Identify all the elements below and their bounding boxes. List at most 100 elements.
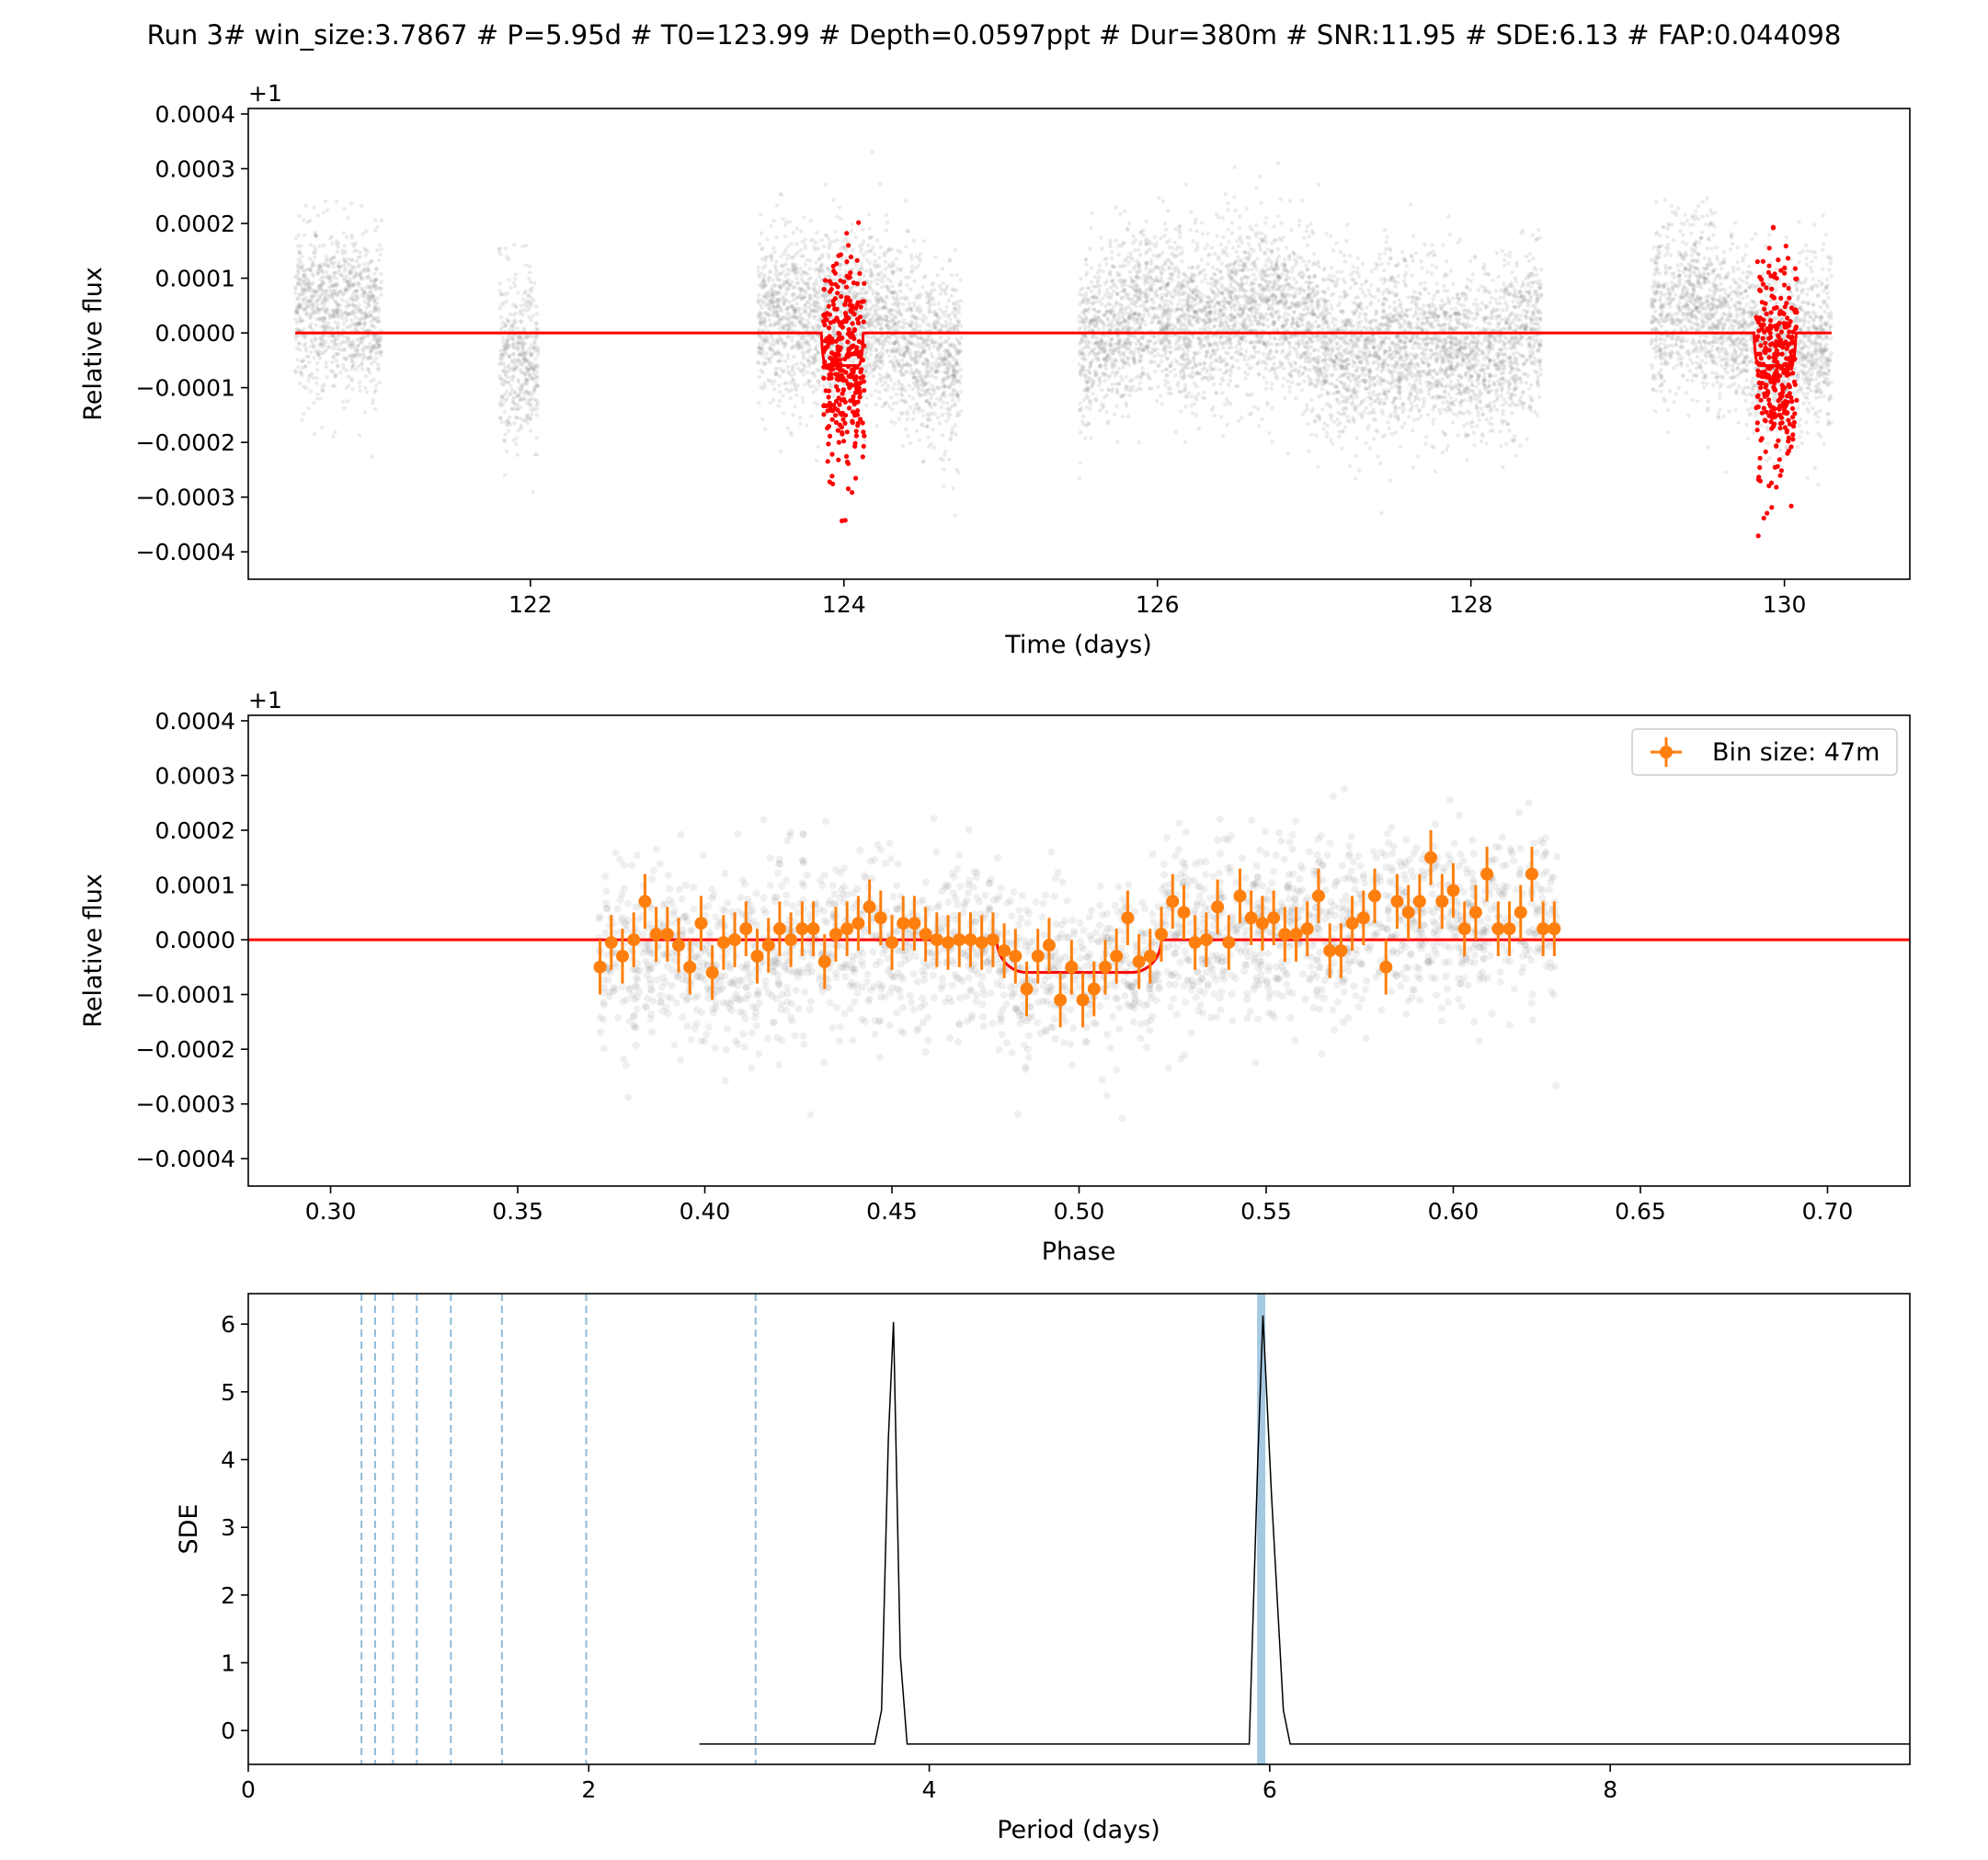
lc-raw-point — [334, 351, 338, 357]
lc-raw-point — [1299, 323, 1305, 327]
lc-raw-point — [372, 325, 377, 330]
lc-raw-point — [322, 342, 326, 347]
lc-raw-point — [757, 401, 761, 405]
lc-raw-point — [340, 316, 345, 321]
lc-raw-point — [348, 311, 353, 316]
lc-raw-point — [871, 314, 876, 318]
lc-raw-point — [1096, 309, 1102, 314]
lc-raw-point — [936, 302, 941, 306]
lc-raw-point — [371, 344, 376, 348]
lc-raw-point — [943, 384, 948, 389]
lc-raw-point — [774, 234, 779, 240]
lc-raw-point — [817, 285, 823, 290]
lc-raw-point — [295, 320, 300, 325]
lc-raw-point — [819, 263, 824, 268]
lc-raw-point — [376, 346, 381, 350]
lc-raw-point — [326, 276, 331, 280]
lc-raw-point — [319, 283, 324, 288]
lc-raw-point — [521, 356, 526, 361]
lc-raw-point — [514, 436, 520, 440]
lc-raw-point — [760, 417, 765, 422]
lc-raw-point — [531, 388, 537, 394]
lc-raw-point — [324, 348, 328, 353]
lc-raw-point — [1144, 251, 1148, 256]
lc-raw-point — [873, 258, 877, 264]
lc-raw-point — [941, 280, 945, 286]
lc-raw-point — [512, 243, 517, 247]
lc-raw-point — [762, 384, 768, 390]
lc-raw-point — [331, 274, 337, 279]
lc-raw-point — [516, 428, 521, 432]
lc-raw-point — [857, 244, 863, 248]
lc-raw-point — [528, 390, 532, 395]
lc-raw-point — [503, 343, 508, 348]
lc-raw-point — [297, 302, 303, 306]
lc-raw-point — [318, 337, 323, 341]
lc-raw-point — [303, 363, 308, 369]
lc-raw-point — [510, 378, 515, 382]
lc-raw-point — [866, 243, 871, 247]
lc-raw-point — [524, 365, 529, 370]
lc-raw-point — [323, 309, 328, 314]
lc-raw-point — [324, 296, 328, 301]
lc-raw-point — [865, 313, 870, 317]
lc-raw-point — [806, 277, 811, 281]
lc-raw-point — [366, 345, 371, 350]
lc-raw-point — [871, 374, 875, 379]
lc-raw-point — [497, 402, 502, 406]
lc-raw-point — [775, 359, 781, 364]
lc-raw-point — [321, 281, 326, 286]
lc-raw-point — [811, 294, 817, 299]
lc-raw-point — [314, 310, 318, 314]
lc-raw-point — [531, 314, 535, 318]
lc-raw-point — [870, 273, 874, 279]
lc-raw-point — [302, 306, 306, 312]
lc-raw-point — [930, 354, 935, 359]
lc-raw-point — [1250, 227, 1254, 233]
lc-raw-point — [321, 327, 326, 333]
lc-raw-point — [877, 255, 882, 259]
lc-raw-point — [899, 267, 904, 271]
lc-raw-point — [1324, 402, 1329, 406]
lc-raw-point — [343, 347, 348, 351]
lc-raw-point — [338, 273, 344, 278]
lc-raw-point — [364, 345, 370, 350]
lc-raw-point — [351, 309, 356, 314]
lc-raw-point — [351, 343, 356, 348]
lc-raw-point — [943, 449, 948, 454]
lc-raw-point — [364, 314, 370, 319]
lc-raw-point — [508, 353, 512, 358]
lc-raw-point — [785, 365, 791, 370]
lc-raw-point — [1476, 288, 1481, 292]
lc-raw-point — [777, 322, 783, 326]
lc-raw-point — [1475, 326, 1480, 331]
lc-raw-point — [1285, 379, 1290, 383]
lc-raw-point — [890, 307, 895, 313]
lc-raw-point — [377, 333, 383, 338]
lc-raw-point — [921, 239, 926, 244]
lc-raw-point — [1214, 391, 1218, 395]
lc-raw-point — [517, 335, 521, 339]
lc-raw-point — [302, 326, 306, 331]
lc-raw-point — [801, 372, 805, 377]
lc-raw-point — [320, 350, 325, 356]
lc-raw-point — [338, 264, 343, 269]
lc-raw-point — [834, 278, 839, 282]
lc-raw-point — [1397, 298, 1402, 302]
lc-raw-point — [884, 212, 889, 217]
lc-raw-point — [344, 304, 348, 309]
lc-raw-point — [360, 357, 365, 361]
lc-raw-point — [529, 295, 533, 300]
lc-raw-point — [783, 234, 788, 239]
lc-raw-point — [298, 244, 303, 248]
lc-raw-point — [531, 405, 535, 411]
lc-raw-point — [940, 341, 945, 346]
lc-raw-point — [363, 253, 368, 257]
lc-raw-point — [372, 298, 377, 303]
lc-raw-point — [324, 327, 328, 332]
lc-raw-point — [498, 327, 503, 332]
lc-raw-point — [343, 286, 348, 291]
lc-raw-point — [353, 328, 359, 333]
lc-raw-point — [344, 314, 348, 319]
lc-raw-point — [365, 265, 371, 270]
